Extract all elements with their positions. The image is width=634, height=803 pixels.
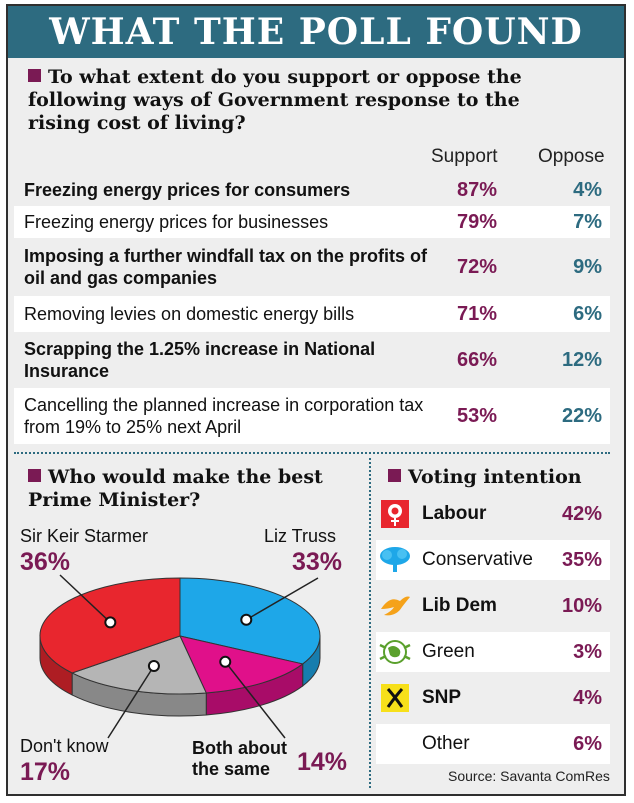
voting-title: Voting intention xyxy=(388,466,618,488)
row-label: Freezing energy prices for consumers xyxy=(24,180,351,200)
support-value: 53% xyxy=(456,404,497,427)
pie-label-starmer: Sir Keir Starmer xyxy=(20,526,149,546)
support-column-header: Support xyxy=(431,146,498,167)
table-row: Scrapping the 1.25% increase in National… xyxy=(14,332,610,388)
tree-icon xyxy=(376,543,414,577)
party-name: Conservative xyxy=(422,549,533,570)
support-value: 87% xyxy=(456,178,497,201)
snp-icon xyxy=(376,681,414,715)
party-row: SNP 4% xyxy=(376,678,610,718)
table-row: Freezing energy prices for consumers 87% 4… xyxy=(14,174,610,206)
pie-leader-line xyxy=(59,574,111,623)
pie-leader-line xyxy=(245,577,319,621)
table-row: Imposing a further windfall tax on the p… xyxy=(14,238,610,296)
oppose-value: 7% xyxy=(573,210,602,233)
party-name: Other xyxy=(422,733,470,754)
pie-label-both: Both about the same xyxy=(192,738,287,779)
voting-title-text: Voting intention xyxy=(408,466,582,488)
party-row: Labour 42% xyxy=(376,494,610,534)
party-row: Conservative 35% xyxy=(376,540,610,580)
oppose-column-header: Oppose xyxy=(538,146,605,167)
party-pct: 42% xyxy=(561,502,602,525)
rose-icon xyxy=(376,497,414,531)
bullet-square-icon xyxy=(28,469,41,482)
support-value: 79% xyxy=(456,210,497,233)
pie-slice xyxy=(70,635,207,695)
pie-leader-line xyxy=(224,661,286,739)
pie-pct-truss: 33% xyxy=(292,548,343,576)
party-name: SNP xyxy=(422,687,462,708)
party-pct: 3% xyxy=(573,640,602,663)
party-row: Green 3% xyxy=(376,632,610,672)
pie-label-dont-know: Don't know xyxy=(20,736,109,756)
row-label: Scrapping the 1.25% increase in National… xyxy=(24,339,376,381)
table-row: Freezing energy prices for businesses 79%… xyxy=(14,206,610,238)
oppose-value: 22% xyxy=(561,404,602,427)
table-row: Cancelling the planned increase in corpo… xyxy=(14,388,610,444)
pie-pct-starmer: 36% xyxy=(20,548,71,576)
pm-title-text: Who would make the best Prime Minister? xyxy=(28,466,323,511)
pie-leader-line xyxy=(107,665,155,739)
party-pct: 4% xyxy=(573,686,602,709)
pie-pct-dont-know: 17% xyxy=(20,758,71,786)
party-row: Other 6% xyxy=(376,724,610,764)
party-pct: 6% xyxy=(573,732,602,755)
party-name: Labour xyxy=(422,503,487,524)
pie-label-truss: Liz Truss xyxy=(264,526,337,546)
pie-leader-dot xyxy=(219,655,232,668)
row-label: Removing levies on domestic energy bills xyxy=(24,304,355,324)
section-divider xyxy=(14,452,610,454)
party-pct: 10% xyxy=(561,594,602,617)
party-name: Green xyxy=(422,641,475,662)
pie-leader-dot xyxy=(240,613,253,626)
oppose-value: 4% xyxy=(573,178,602,201)
table-row: Removing levies on domestic energy bills… xyxy=(14,296,610,332)
blank-icon xyxy=(376,727,414,761)
oppose-value: 12% xyxy=(561,348,602,371)
support-value: 72% xyxy=(456,255,497,278)
question-section xyxy=(8,62,624,448)
pie-leader-dot xyxy=(104,616,117,629)
banner-title: WHAT THE POLL FOUND xyxy=(8,6,624,58)
column-divider xyxy=(369,458,371,788)
row-label: Cancelling the planned increase in corpo… xyxy=(24,395,424,437)
pie-slice xyxy=(179,635,304,694)
bullet-square-icon xyxy=(28,69,41,82)
oppose-value: 6% xyxy=(573,302,602,325)
source-note: Source: Savanta ComRes xyxy=(448,768,610,784)
pie-leader-dot xyxy=(147,660,160,673)
oppose-value: 9% xyxy=(573,255,602,278)
bird-icon xyxy=(376,589,414,623)
question-title: To what extent do you support or oppose … xyxy=(28,66,588,135)
party-pct: 35% xyxy=(561,548,602,571)
support-value: 66% xyxy=(456,348,497,371)
row-label: Imposing a further windfall tax on the p… xyxy=(24,246,428,288)
party-row: Lib Dem 10% xyxy=(376,586,610,626)
pie-pct-both: 14% xyxy=(297,748,348,776)
bullet-square-icon xyxy=(388,469,401,482)
row-label: Freezing energy prices for businesses xyxy=(24,212,329,232)
pm-title: Who would make the best Prime Minister? xyxy=(28,466,358,512)
support-value: 71% xyxy=(456,302,497,325)
party-name: Lib Dem xyxy=(422,595,497,616)
globe-icon xyxy=(376,635,414,669)
question-text: To what extent do you support or oppose … xyxy=(28,66,522,134)
